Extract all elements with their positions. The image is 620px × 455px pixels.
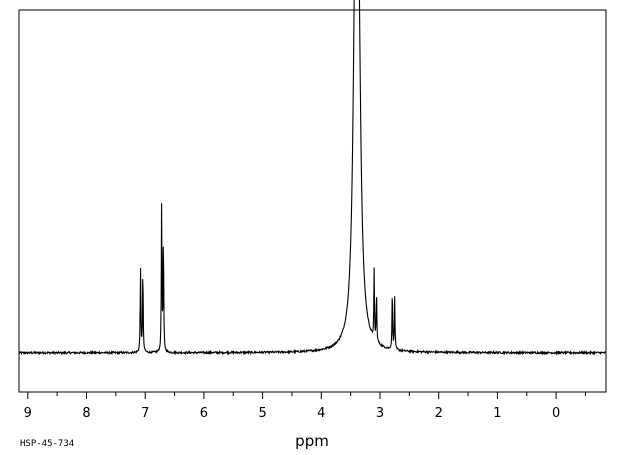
- x-axis-ticks: 9 8 7 6 5 4 3 2 1 0: [24, 392, 586, 421]
- x-tick-label: 1: [493, 406, 501, 421]
- x-tick-label: 9: [24, 406, 32, 421]
- x-tick-label: 5: [258, 406, 266, 421]
- x-tick-label: 0: [552, 406, 560, 421]
- x-tick-label: 4: [317, 406, 325, 421]
- plot-frame: [18, 9, 607, 393]
- spectrum-code-label: HSP-45-734: [20, 439, 74, 449]
- x-tick-label: 6: [200, 406, 208, 421]
- x-tick-label: 2: [435, 406, 443, 421]
- x-axis-label: ppm: [295, 432, 329, 450]
- spectrum-line: [18, 0, 607, 356]
- x-tick-label: 8: [82, 406, 90, 421]
- x-tick-label: 3: [376, 406, 384, 421]
- x-tick-label: 7: [141, 406, 149, 421]
